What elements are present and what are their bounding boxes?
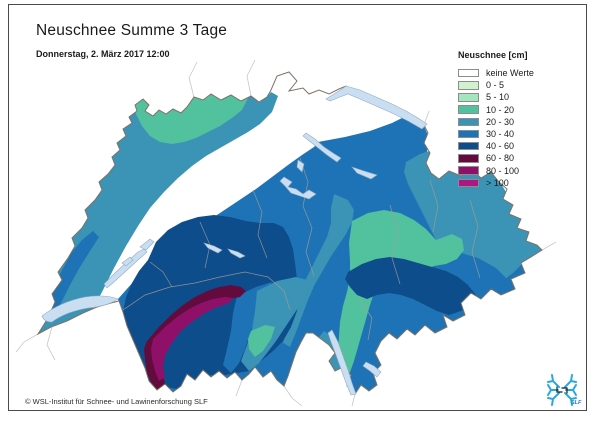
legend-swatch <box>458 141 479 151</box>
lake-walen <box>351 166 378 180</box>
legend-label: 30 - 40 <box>486 129 515 140</box>
legend-label: > 100 <box>486 177 509 188</box>
legend-label: 10 - 20 <box>486 104 515 115</box>
region-jura-20-30 <box>38 92 278 343</box>
legend: Neuschnee [cm] keine Werte 0 - 5 5 - 10 … <box>458 50 534 189</box>
lake-zug <box>296 159 305 173</box>
lake-maggiore <box>327 329 357 396</box>
lake-lugano <box>362 361 382 378</box>
legend-row: 10 - 20 <box>458 104 534 116</box>
region-rhone-80-100 <box>151 297 233 381</box>
region-gotthard-band-20-30 <box>283 194 354 347</box>
legend-swatch <box>458 93 479 102</box>
legend-swatch <box>458 117 479 127</box>
lake-geneva <box>41 295 119 323</box>
page-title: Neuschnee Summe 3 Tage <box>36 22 228 39</box>
legend-swatch <box>458 105 479 114</box>
legend-row: 0 - 5 <box>458 79 534 91</box>
region-graubuenden-south-40-60 <box>345 257 476 315</box>
lake-constance <box>325 85 428 130</box>
neighbor-borders <box>15 59 557 407</box>
slf-logo: SLF <box>547 374 582 406</box>
legend-items: keine Werte 0 - 5 5 - 10 10 - 20 20 - 30… <box>458 67 534 189</box>
legend-label: 5 - 10 <box>486 92 510 103</box>
lake-brienz <box>227 248 246 259</box>
region-simplon-10-20 <box>248 325 275 357</box>
region-jura-west-30-40 <box>40 231 99 322</box>
logo-center-brackets <box>556 386 568 394</box>
legend-row: 40 - 60 <box>458 140 534 152</box>
legend-swatch <box>458 81 479 90</box>
legend-row: > 100 <box>458 177 534 189</box>
lakes <box>41 85 428 396</box>
legend-row: 20 - 30 <box>458 116 534 128</box>
lake-thun <box>203 242 223 254</box>
switzerland-border <box>36 71 543 395</box>
lake-lucerne <box>279 176 317 200</box>
legend-swatch <box>458 178 479 188</box>
legend-label: keine Werte <box>486 68 534 79</box>
legend-swatch <box>458 68 479 78</box>
legend-label: 60 - 80 <box>486 153 515 164</box>
legend-swatch <box>458 129 479 139</box>
legend-row: 80 - 100 <box>458 165 534 177</box>
legend-label: 80 - 100 <box>486 165 520 176</box>
region-graubuenden-20-30 <box>404 150 542 288</box>
legend-row: 30 - 40 <box>458 128 534 140</box>
map-date: Donnerstag, 2. März 2017 12:00 <box>36 49 170 59</box>
lake-biel <box>139 238 155 251</box>
lake-zurich <box>302 132 342 163</box>
legend-row: 60 - 80 <box>458 152 534 164</box>
legend-swatch <box>458 154 479 163</box>
neighbor-border-north <box>15 59 557 407</box>
region-jura-north-10-20 <box>135 94 248 144</box>
legend-row: keine Werte <box>458 67 534 79</box>
legend-label: 0 - 5 <box>486 80 505 91</box>
snowflake-icon <box>547 374 577 406</box>
lake-murten <box>121 256 134 267</box>
legend-row: 5 - 10 <box>458 91 534 103</box>
legend-title: Neuschnee [cm] <box>458 50 528 60</box>
legend-label: 40 - 60 <box>486 141 515 152</box>
logo-text: SLF <box>571 400 582 406</box>
copyright-text: © WSL-Institut für Schnee- und Lawinenfo… <box>25 397 208 406</box>
legend-swatch <box>458 166 479 175</box>
region-central-ticino-10-20 <box>328 210 464 394</box>
legend-label: 20 - 30 <box>486 116 515 127</box>
